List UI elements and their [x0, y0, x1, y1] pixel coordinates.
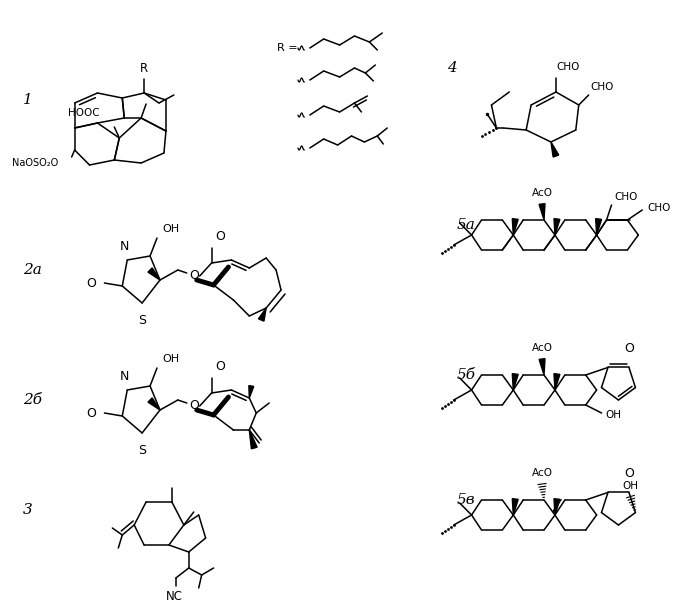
Text: S: S: [138, 314, 146, 327]
Text: 5в: 5в: [457, 493, 475, 507]
Text: OH: OH: [622, 480, 639, 490]
Text: 2а: 2а: [23, 263, 42, 277]
Text: R: R: [140, 62, 148, 75]
Text: AcO: AcO: [532, 468, 553, 478]
Polygon shape: [596, 219, 601, 235]
Polygon shape: [513, 498, 518, 515]
Text: CHO: CHO: [556, 62, 579, 72]
Polygon shape: [513, 374, 518, 390]
Text: 4: 4: [447, 61, 456, 75]
Polygon shape: [554, 219, 560, 235]
Text: 3: 3: [23, 503, 33, 517]
Text: 2б: 2б: [23, 393, 42, 407]
Text: CHO: CHO: [591, 82, 614, 92]
Text: OH: OH: [162, 354, 179, 364]
Text: O: O: [216, 230, 225, 243]
Text: O: O: [216, 360, 225, 373]
Text: NaOSO₂O: NaOSO₂O: [12, 158, 58, 168]
Text: S: S: [138, 444, 146, 457]
Polygon shape: [250, 430, 257, 449]
Polygon shape: [513, 219, 518, 235]
Text: NC: NC: [165, 590, 182, 603]
Text: O: O: [188, 399, 199, 411]
Text: AcO: AcO: [532, 343, 553, 353]
Text: N: N: [119, 240, 129, 253]
Text: 1: 1: [23, 93, 33, 107]
Text: N: N: [119, 370, 129, 383]
Text: OH: OH: [162, 224, 179, 234]
Text: AcO: AcO: [532, 188, 553, 198]
Polygon shape: [258, 308, 266, 321]
Text: OH: OH: [605, 410, 622, 420]
Text: O: O: [87, 277, 96, 290]
Text: CHO: CHO: [614, 192, 638, 202]
Polygon shape: [539, 359, 545, 375]
Text: O: O: [624, 342, 634, 355]
Text: 5б: 5б: [457, 368, 476, 382]
Polygon shape: [554, 498, 560, 515]
Polygon shape: [148, 268, 160, 280]
Text: R =: R =: [277, 43, 298, 53]
Polygon shape: [249, 386, 254, 398]
Text: O: O: [624, 468, 634, 480]
Text: O: O: [87, 407, 96, 419]
Polygon shape: [539, 204, 545, 220]
Polygon shape: [554, 374, 560, 390]
Text: O: O: [188, 269, 199, 282]
Polygon shape: [551, 142, 559, 157]
Text: 5а: 5а: [457, 218, 475, 232]
Text: CHO: CHO: [647, 203, 671, 213]
Polygon shape: [148, 398, 160, 410]
Text: HOOC: HOOC: [68, 108, 100, 118]
